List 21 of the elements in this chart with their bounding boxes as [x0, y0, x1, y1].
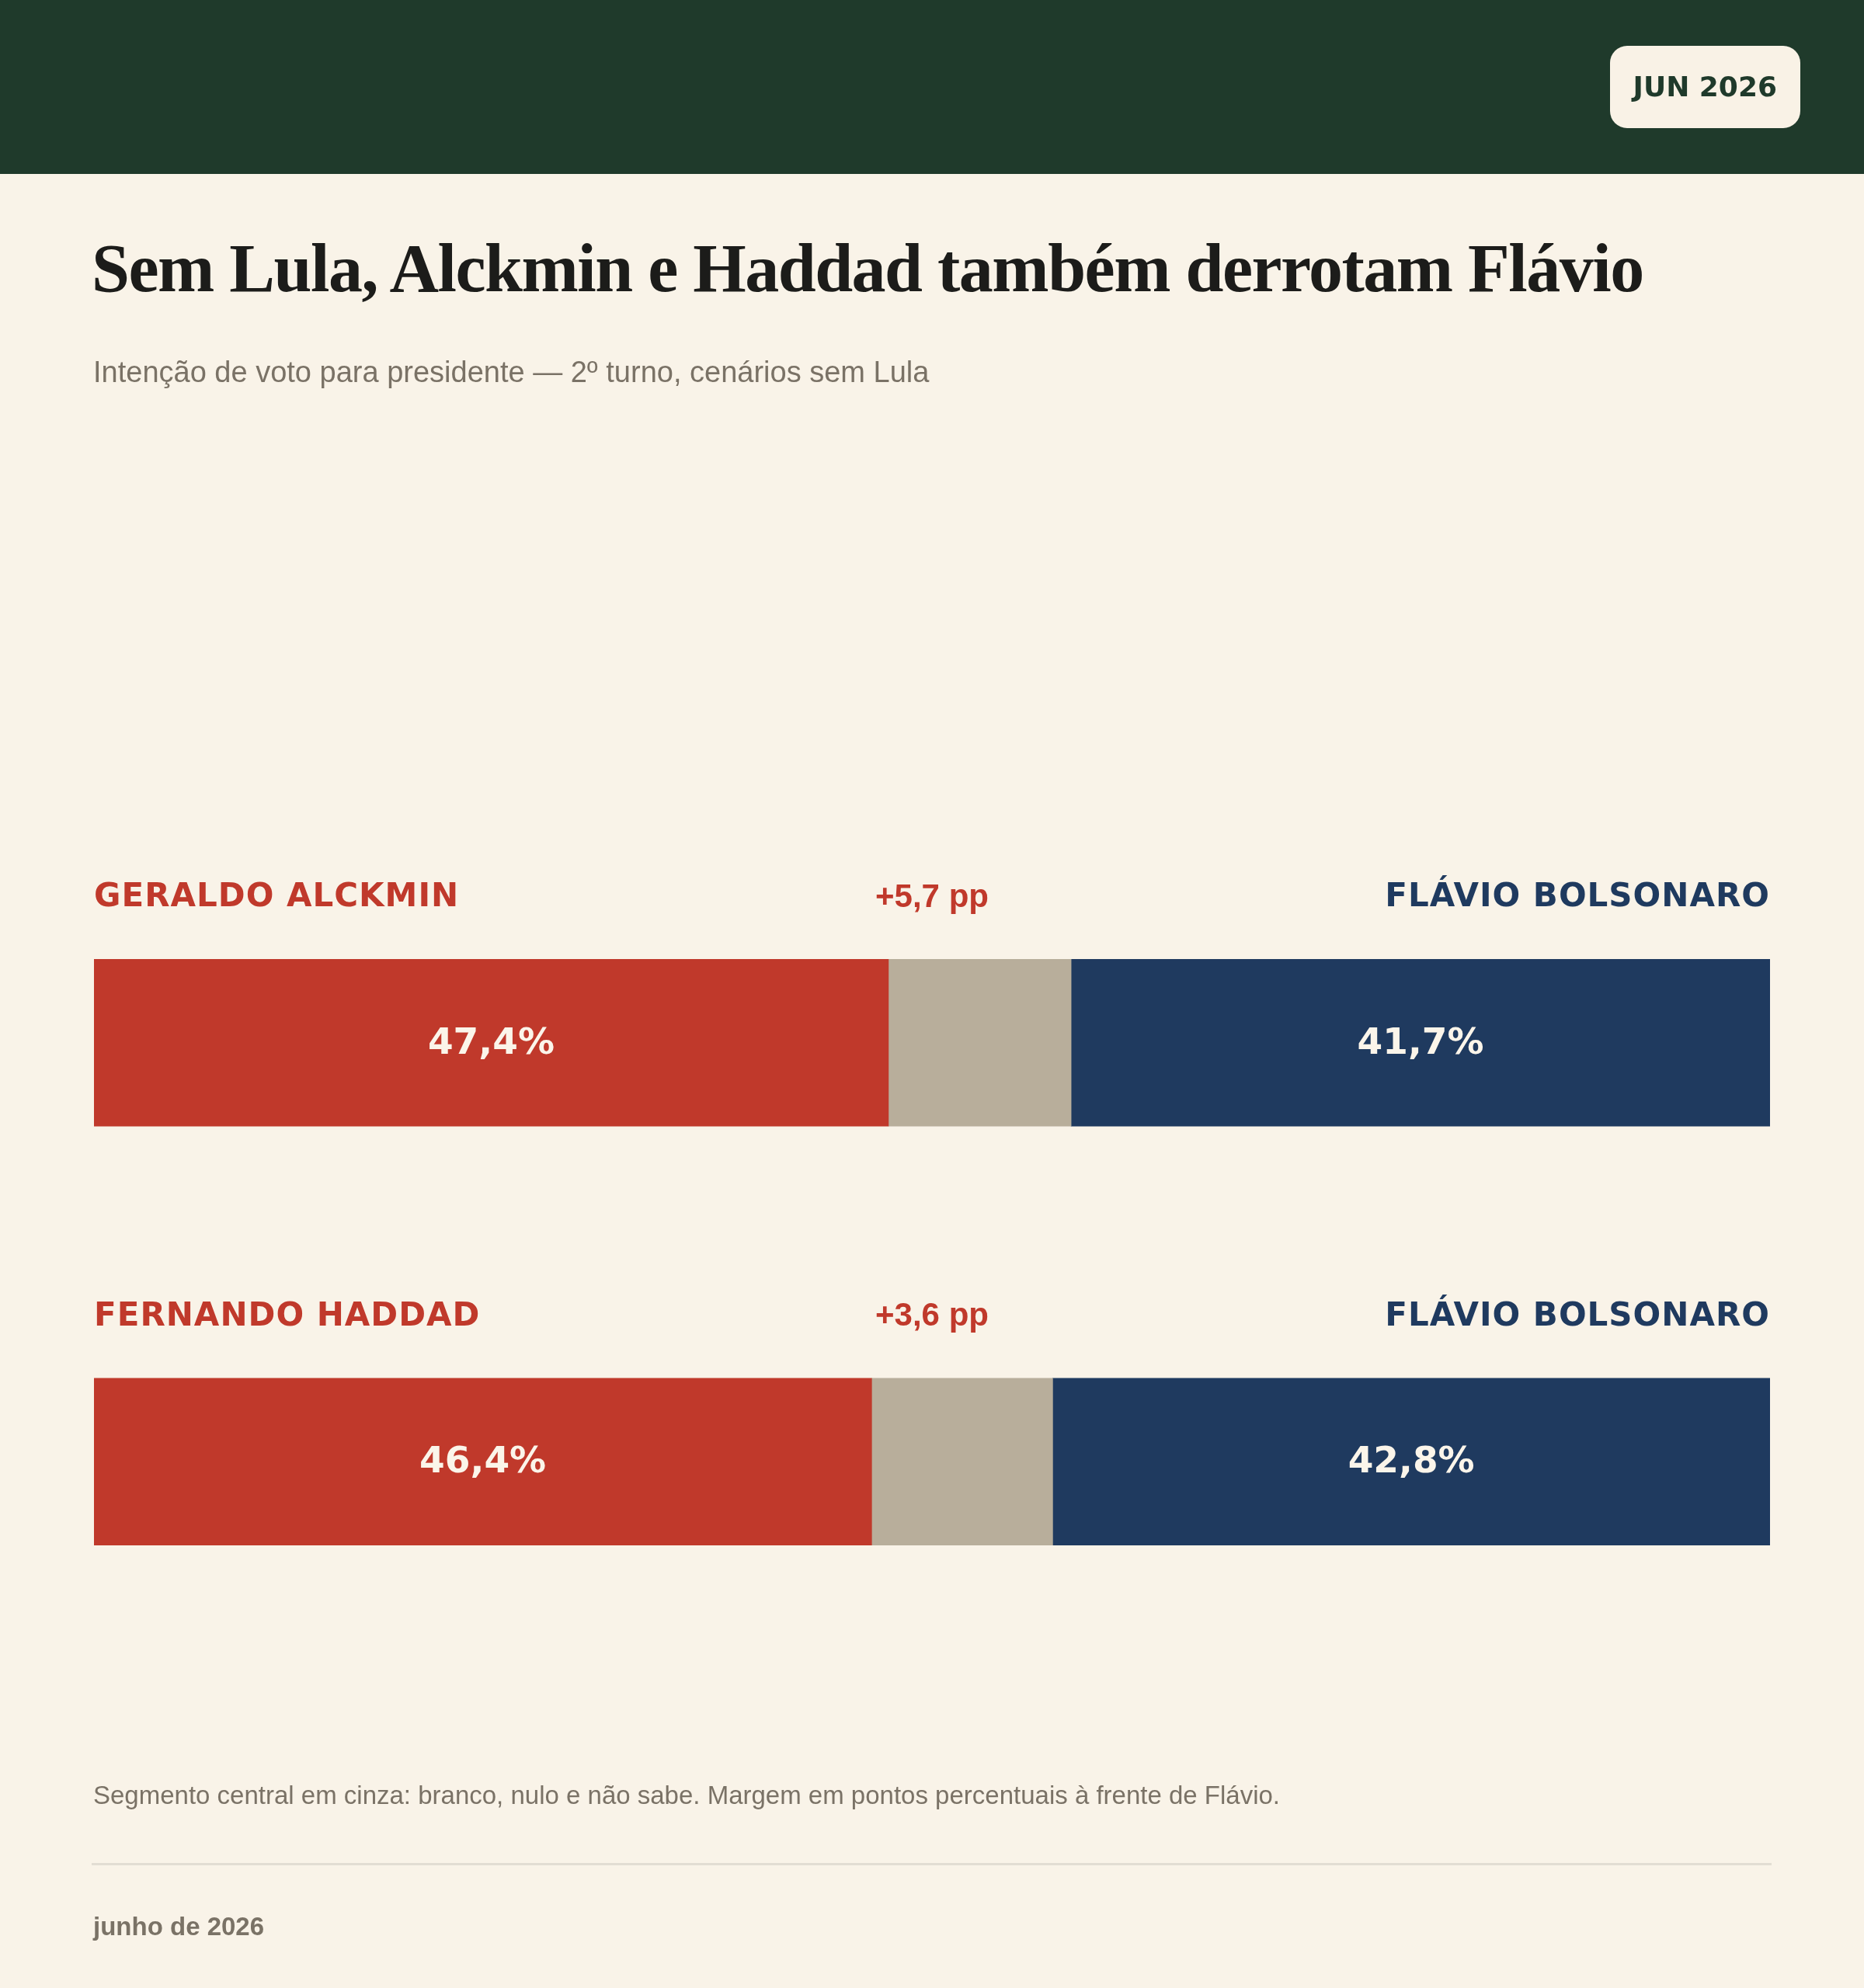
data-label: 42,8% — [1348, 1438, 1475, 1482]
bar — [94, 1378, 872, 1546]
text: JUN 2026 — [1633, 71, 1777, 103]
bar — [871, 1378, 1053, 1546]
data-label: 41,7% — [1357, 1019, 1484, 1062]
text: FLÁVIO BOLSONARO — [1385, 1295, 1770, 1333]
bar — [888, 958, 1072, 1127]
data-label: 46,4% — [419, 1438, 547, 1482]
chart-title: Sem Lula, Alckmin e Haddad também derrotam Flávio — [92, 231, 1643, 306]
y-tick-label: GERALDO ALCKMIN — [94, 876, 460, 915]
y-tick-label: FERNANDO HADDAD — [94, 1295, 481, 1333]
text: Segmento central em cinza: branco, nulo e não sabe. Margem em pontos percentuais à frente de Flávio. — [93, 1781, 1281, 1809]
bar — [1052, 1378, 1770, 1546]
bar — [94, 958, 889, 1127]
annotation: +3,6 pp — [875, 1296, 989, 1333]
data-label: 47,4% — [427, 1019, 555, 1062]
annotation: +5,7 pp — [875, 877, 989, 914]
chart-subtitle: Intenção de voto para presidente — 2º turno, cenários sem Lula — [93, 356, 930, 388]
text: junho de 2026 — [93, 1912, 265, 1941]
bar — [1070, 958, 1770, 1127]
series-label: FLÁVIO BOLSONARO — [1385, 875, 1770, 915]
